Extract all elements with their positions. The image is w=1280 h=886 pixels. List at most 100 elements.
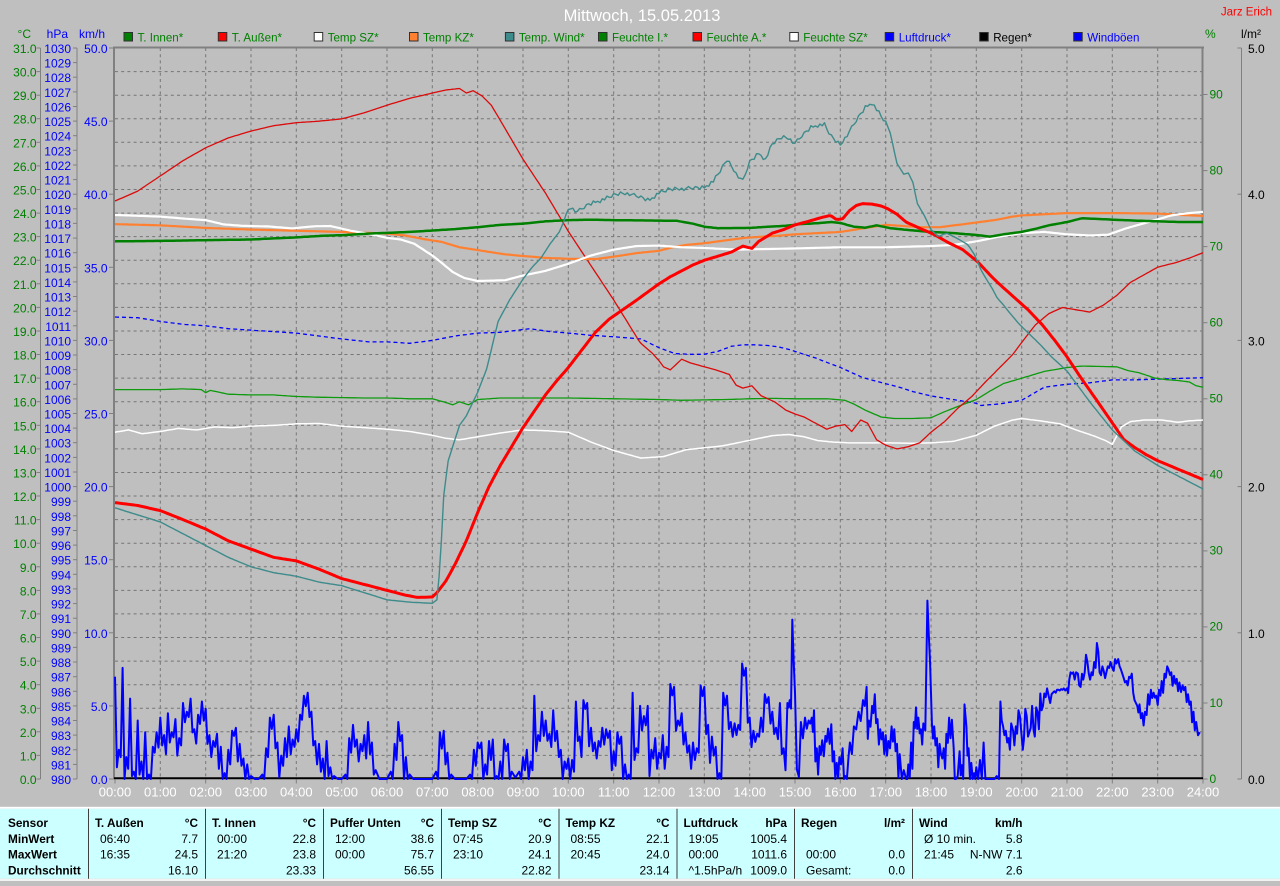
svg-text:1006: 1006	[44, 393, 71, 407]
svg-text:3.0: 3.0	[20, 702, 37, 716]
svg-text:1015: 1015	[44, 261, 71, 275]
svg-text:1021: 1021	[44, 174, 71, 188]
svg-text:0.0: 0.0	[20, 773, 37, 787]
svg-text:10:00: 10:00	[552, 785, 585, 800]
svg-text:989: 989	[51, 641, 71, 655]
svg-text:1026: 1026	[44, 101, 71, 115]
svg-text:40: 40	[1210, 468, 1224, 482]
svg-text:24:00: 24:00	[1187, 785, 1220, 800]
svg-text:Temp KZ: Temp KZ	[566, 816, 616, 830]
svg-text:Luftdruck: Luftdruck	[684, 816, 739, 830]
svg-text:985: 985	[51, 700, 71, 714]
svg-text:50.0: 50.0	[84, 42, 108, 56]
svg-text:0.0: 0.0	[888, 848, 905, 862]
svg-text:MaxWert: MaxWert	[8, 848, 57, 862]
svg-text:22.1: 22.1	[646, 832, 670, 846]
svg-text:1023: 1023	[44, 144, 71, 158]
svg-text:^1.5hPa/h: ^1.5hPa/h	[689, 864, 743, 878]
svg-text:20.9: 20.9	[528, 832, 552, 846]
svg-text:25.0: 25.0	[84, 408, 108, 422]
svg-text:Jarz Erich: Jarz Erich	[1221, 7, 1272, 19]
svg-text:12:00: 12:00	[335, 832, 365, 846]
svg-text:22.82: 22.82	[521, 864, 551, 878]
svg-text:17.0: 17.0	[13, 372, 37, 386]
svg-text:00:00: 00:00	[99, 785, 132, 800]
svg-text:Temp. Wind*: Temp. Wind*	[519, 32, 585, 45]
svg-text:km/h: km/h	[79, 27, 105, 41]
svg-text:Temp KZ*: Temp KZ*	[423, 32, 474, 45]
svg-text:26.0: 26.0	[13, 160, 37, 174]
svg-text:994: 994	[51, 568, 71, 582]
svg-text:22:00: 22:00	[1096, 785, 1129, 800]
svg-text:Puffer Unten: Puffer Unten	[330, 816, 401, 830]
svg-text:00:00: 00:00	[806, 848, 836, 862]
svg-text:23.8: 23.8	[293, 848, 317, 862]
svg-text:14:00: 14:00	[733, 785, 766, 800]
svg-text:°C: °C	[18, 27, 32, 41]
svg-text:Windböen: Windböen	[1087, 32, 1139, 45]
svg-text:0.0: 0.0	[91, 773, 108, 787]
svg-text:35.0: 35.0	[84, 261, 108, 275]
svg-text:1016: 1016	[44, 247, 71, 261]
svg-text:19:05: 19:05	[689, 832, 719, 846]
svg-text:2.6: 2.6	[1006, 864, 1023, 878]
svg-text:1000: 1000	[44, 481, 71, 495]
svg-text:13:00: 13:00	[688, 785, 721, 800]
svg-text:4.0: 4.0	[1248, 188, 1265, 202]
svg-text:20:45: 20:45	[571, 848, 601, 862]
svg-text:18.0: 18.0	[13, 349, 37, 363]
svg-text:15.0: 15.0	[84, 554, 108, 568]
svg-text:9.0: 9.0	[20, 561, 37, 575]
svg-text:00:00: 00:00	[335, 848, 365, 862]
svg-text:998: 998	[51, 510, 71, 524]
svg-text:1009.0: 1009.0	[750, 864, 787, 878]
svg-text:21:20: 21:20	[217, 848, 247, 862]
svg-text:15.0: 15.0	[13, 419, 37, 433]
svg-text:21.0: 21.0	[13, 278, 37, 292]
svg-text:Ø 10 min.: Ø 10 min.	[924, 832, 976, 846]
svg-text:14.0: 14.0	[13, 443, 37, 457]
svg-text:Feuchte A.*: Feuchte A.*	[707, 32, 767, 45]
svg-text:03:00: 03:00	[235, 785, 268, 800]
svg-text:16.10: 16.10	[168, 864, 198, 878]
svg-text:1022: 1022	[44, 159, 71, 173]
svg-text:986: 986	[51, 685, 71, 699]
svg-text:04:00: 04:00	[280, 785, 313, 800]
svg-text:2.0: 2.0	[20, 726, 37, 740]
svg-text:1002: 1002	[44, 451, 71, 465]
svg-text:13.0: 13.0	[13, 467, 37, 481]
svg-text:27.0: 27.0	[13, 136, 37, 150]
svg-text:1005.4: 1005.4	[750, 832, 787, 846]
svg-text:983: 983	[51, 729, 71, 743]
svg-text:00:00: 00:00	[689, 848, 719, 862]
svg-text:°C: °C	[303, 816, 317, 830]
svg-text:10.0: 10.0	[84, 627, 108, 641]
svg-text:50: 50	[1210, 392, 1224, 406]
svg-text:23.33: 23.33	[286, 864, 316, 878]
svg-text:Feuchte SZ*: Feuchte SZ*	[803, 32, 868, 45]
svg-text:80: 80	[1210, 163, 1224, 177]
svg-text:1019: 1019	[44, 203, 71, 217]
svg-text:hPa: hPa	[47, 27, 69, 41]
svg-text:988: 988	[51, 656, 71, 670]
svg-text:00:00: 00:00	[217, 832, 247, 846]
svg-text:20:00: 20:00	[1005, 785, 1038, 800]
svg-text:5.8: 5.8	[1006, 832, 1023, 846]
svg-text:30.0: 30.0	[84, 334, 108, 348]
svg-text:24.0: 24.0	[646, 848, 670, 862]
svg-text:Temp SZ: Temp SZ	[448, 816, 497, 830]
svg-text:982: 982	[51, 744, 71, 758]
svg-text:T. Außen: T. Außen	[95, 816, 144, 830]
svg-text:1027: 1027	[44, 86, 71, 100]
svg-text:24.1: 24.1	[528, 848, 552, 862]
svg-text:11:00: 11:00	[598, 785, 630, 800]
svg-text:20.0: 20.0	[13, 301, 37, 315]
svg-text:Mittwoch, 15.05.2013: Mittwoch, 15.05.2013	[564, 7, 721, 25]
svg-text:60: 60	[1210, 316, 1224, 330]
svg-text:N-NW 7.1: N-NW 7.1	[970, 848, 1023, 862]
svg-text:23.14: 23.14	[639, 864, 669, 878]
svg-text:1017: 1017	[44, 232, 71, 246]
svg-text:30: 30	[1210, 544, 1224, 558]
svg-text:1020: 1020	[44, 188, 71, 202]
svg-text:1007: 1007	[44, 378, 71, 392]
